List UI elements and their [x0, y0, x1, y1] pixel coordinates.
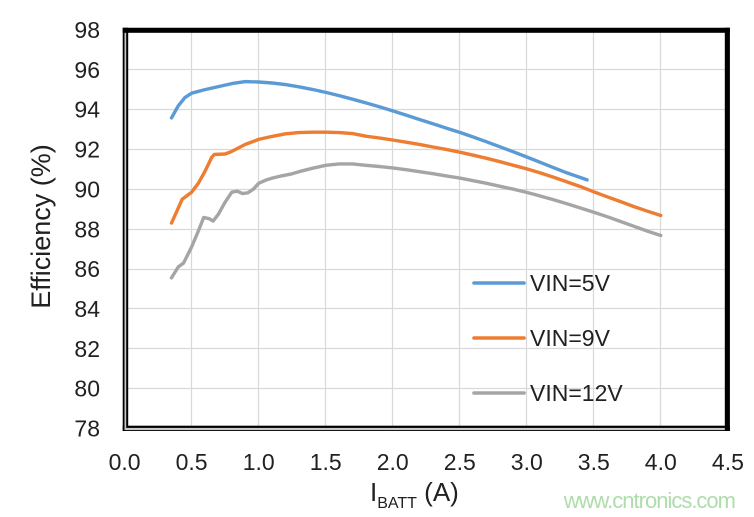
- svg-text:4.5: 4.5: [712, 449, 744, 475]
- svg-text:94: 94: [74, 97, 100, 123]
- svg-text:86: 86: [74, 256, 100, 282]
- svg-text:92: 92: [74, 137, 100, 163]
- svg-text:2.0: 2.0: [377, 449, 409, 475]
- svg-text:VIN=12V: VIN=12V: [530, 380, 623, 406]
- svg-text:84: 84: [74, 296, 100, 322]
- svg-text:VIN=5V: VIN=5V: [530, 270, 611, 296]
- svg-text:98: 98: [74, 17, 100, 43]
- svg-text:IBATT (A): IBATT (A): [370, 477, 459, 512]
- svg-text:90: 90: [74, 176, 100, 202]
- svg-text:3.0: 3.0: [511, 449, 543, 475]
- svg-text:2.5: 2.5: [444, 449, 476, 475]
- svg-text:82: 82: [74, 336, 100, 362]
- svg-text:3.5: 3.5: [578, 449, 610, 475]
- svg-text:4.0: 4.0: [645, 449, 677, 475]
- svg-text:0.5: 0.5: [176, 449, 208, 475]
- svg-text:0.0: 0.0: [109, 449, 141, 475]
- svg-text:1.5: 1.5: [310, 449, 342, 475]
- svg-text:96: 96: [74, 57, 100, 83]
- svg-text:78: 78: [74, 416, 100, 442]
- svg-text:80: 80: [74, 376, 100, 402]
- svg-text:VIN=9V: VIN=9V: [530, 325, 611, 351]
- svg-text:88: 88: [74, 216, 100, 242]
- svg-text:www.cntronics.com: www.cntronics.com: [563, 488, 735, 513]
- svg-text:1.0: 1.0: [243, 449, 275, 475]
- svg-text:Efficiency (%): Efficiency (%): [26, 144, 56, 309]
